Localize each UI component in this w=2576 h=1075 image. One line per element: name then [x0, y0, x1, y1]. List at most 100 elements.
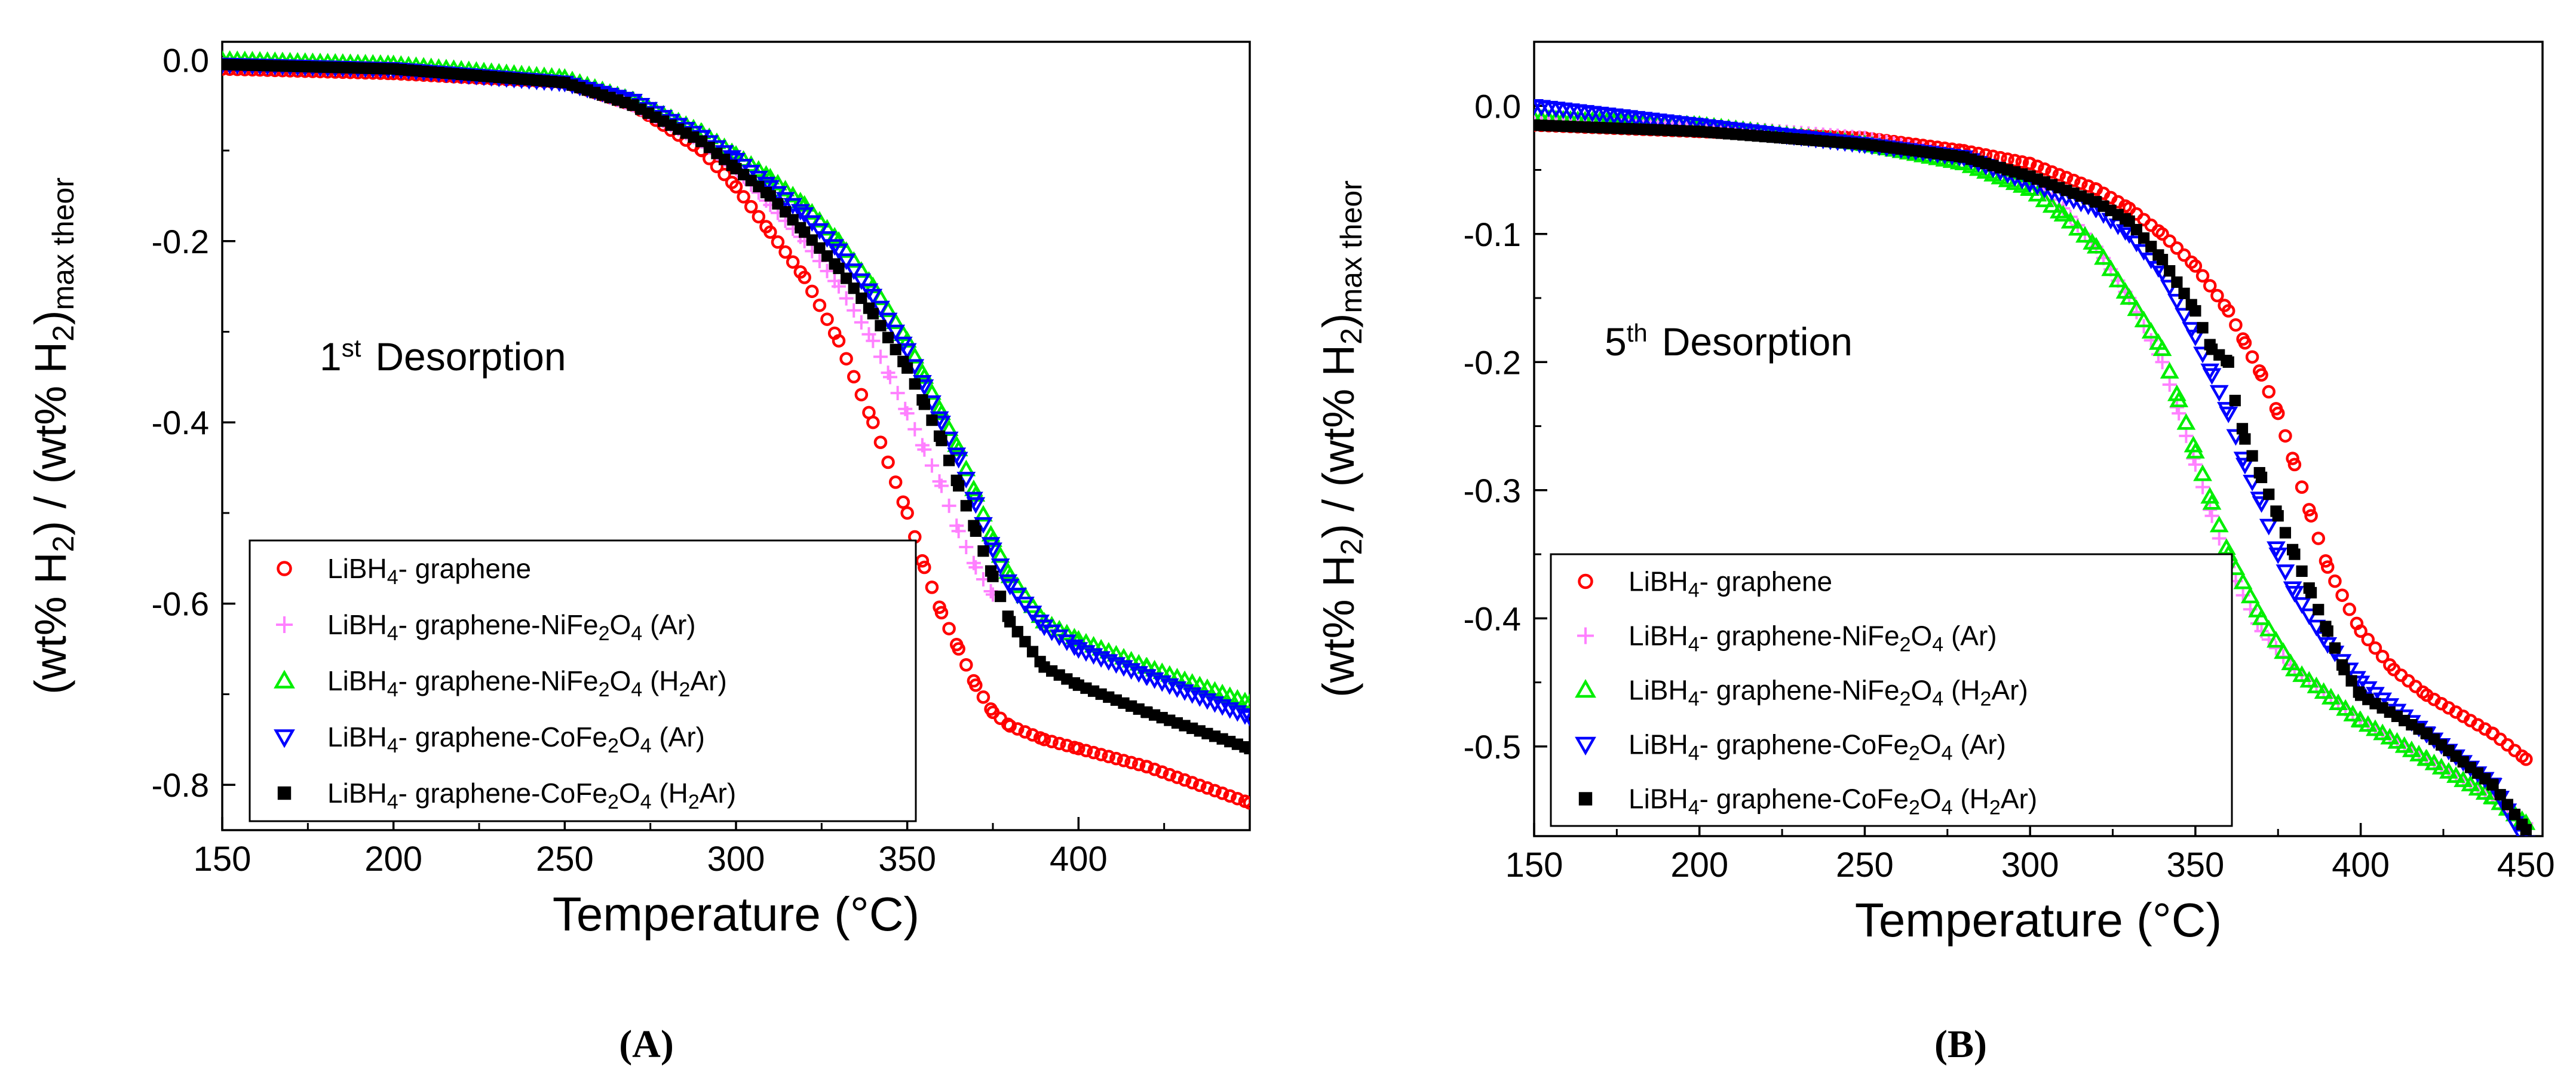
data-point — [2475, 783, 2495, 800]
x-axis-label: Temperature (°C) — [553, 887, 919, 941]
data-point — [2195, 269, 2210, 283]
data-point — [1200, 781, 1215, 795]
data-point — [932, 415, 951, 432]
data-point — [2210, 288, 2224, 303]
data-point — [2239, 433, 2251, 445]
data-point — [939, 419, 959, 437]
data-point — [2127, 299, 2146, 317]
data-point — [918, 398, 930, 410]
data-point — [2108, 271, 2128, 288]
data-point — [875, 320, 887, 331]
x-tick-label: 150 — [194, 840, 252, 879]
data-point — [844, 263, 864, 280]
data-point — [1018, 725, 1032, 739]
data-point — [2141, 322, 2161, 339]
data-point — [810, 223, 829, 240]
data-point — [2354, 624, 2368, 638]
data-point — [2074, 176, 2088, 191]
data-point — [2267, 631, 2286, 648]
y-tick-label: -0.4 — [1464, 600, 1522, 637]
data-point — [2487, 779, 2499, 791]
x-tick-label: 200 — [1670, 846, 1728, 884]
data-point — [820, 312, 834, 326]
data-point — [968, 560, 983, 575]
data-point — [2314, 682, 2333, 699]
data-point — [1019, 635, 1031, 648]
data-point — [2188, 259, 2203, 273]
data-point — [2375, 649, 2390, 664]
data-point — [890, 386, 905, 401]
chart-panel-a: 150 200 250 300 350 400 0.0 -0.2 -0.4 -0.6 -0.8 LiB… — [26, 41, 1251, 1066]
data-point — [974, 517, 993, 534]
data-point — [820, 263, 835, 278]
data-point — [2059, 171, 2074, 185]
data-point — [2321, 687, 2341, 705]
legend-marker-nife-ar — [1577, 627, 1594, 644]
legend-marker-cofe-ar — [274, 729, 295, 748]
data-point — [2274, 642, 2293, 659]
data-point — [922, 383, 942, 400]
data-point — [2368, 641, 2382, 655]
data-point — [951, 524, 966, 539]
data-point — [1185, 776, 1199, 790]
data-point — [959, 540, 974, 555]
data-point — [873, 349, 888, 364]
legend: LiBH4- graphene LiBH4- graphene-NiFe2O4 (… — [249, 539, 917, 822]
data-point — [949, 452, 968, 469]
data-point — [2319, 554, 2333, 568]
data-point — [2134, 311, 2154, 328]
data-point — [729, 180, 743, 194]
data-point — [2212, 531, 2227, 546]
data-point — [2296, 565, 2308, 577]
data-point — [2202, 368, 2222, 385]
x-tick-label: 150 — [1505, 846, 1563, 884]
data-point — [956, 459, 976, 477]
data-point — [2186, 441, 2205, 459]
legend-label-cofe-ar: LiBH4- graphene-CoFe2O4 (Ar) — [1629, 729, 2006, 765]
data-point — [1052, 736, 1066, 751]
data-point — [2120, 288, 2139, 305]
x-tick-label: 400 — [1050, 840, 1108, 879]
data-point — [1026, 646, 1039, 658]
y-tick-label: -0.2 — [1464, 343, 1522, 381]
data-point — [2081, 179, 2095, 193]
data-point — [867, 308, 879, 320]
legend-marker-graphene — [277, 561, 292, 576]
legend-marker-graphene — [1578, 573, 1593, 589]
data-point — [2075, 226, 2094, 243]
data-point — [866, 415, 880, 429]
data-point — [2045, 165, 2059, 179]
data-point — [1045, 735, 1059, 748]
data-point — [2066, 173, 2081, 188]
data-point — [924, 458, 939, 473]
data-point — [1072, 742, 1085, 755]
data-point — [1079, 744, 1093, 758]
data-point — [2219, 406, 2238, 423]
data-point — [1163, 767, 1177, 782]
data-point — [836, 253, 856, 271]
data-point — [2328, 574, 2342, 588]
data-point — [2287, 457, 2302, 472]
data-layer — [1534, 99, 2536, 836]
data-point — [896, 495, 910, 509]
data-point — [2169, 391, 2189, 407]
data-point — [2255, 368, 2268, 382]
data-point — [786, 255, 800, 269]
data-point — [934, 478, 949, 493]
data-point — [2155, 227, 2169, 241]
y-tick-label: -0.8 — [152, 766, 210, 804]
data-point — [917, 442, 932, 457]
data-point — [2468, 779, 2488, 796]
data-point — [905, 346, 925, 364]
data-point — [995, 590, 1007, 603]
data-point — [2295, 480, 2309, 494]
data-point — [881, 455, 895, 469]
data-point — [2409, 745, 2428, 761]
x-tick-label: 450 — [2497, 846, 2555, 884]
data-point — [2336, 699, 2356, 716]
data-point — [2053, 205, 2073, 222]
data-point — [2329, 642, 2341, 654]
data-point — [2380, 727, 2400, 745]
data-point — [2302, 503, 2316, 517]
data-point — [966, 497, 986, 514]
